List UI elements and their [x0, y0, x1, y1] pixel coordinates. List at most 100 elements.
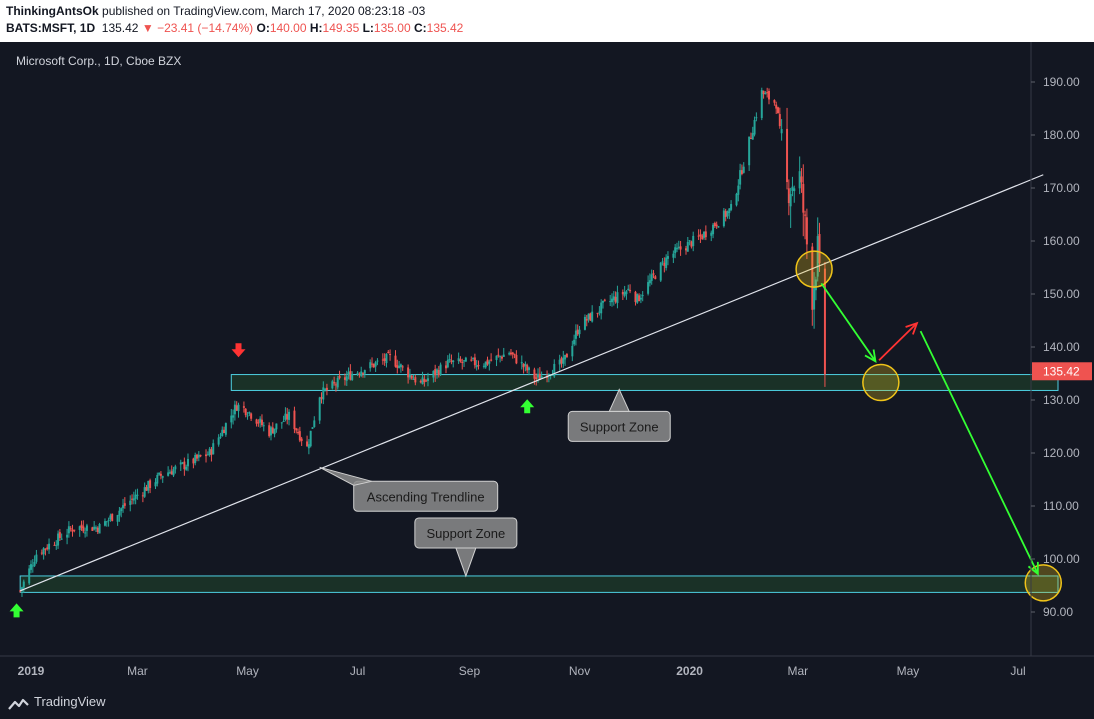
- candle-body: [111, 513, 114, 521]
- candle: [156, 472, 159, 487]
- price-axis[interactable]: 190.00 180.00 170.00 160.00 150.00 140.00 130.…: [1030, 42, 1092, 656]
- tradingview-brand[interactable]: TradingView: [34, 694, 106, 709]
- candle: [298, 426, 301, 443]
- candle-body: [381, 359, 384, 361]
- candle: [802, 164, 805, 237]
- candle-body: [522, 363, 525, 368]
- candle: [91, 526, 94, 531]
- author-name[interactable]: ThinkingAntsOk: [6, 4, 99, 18]
- candle: [129, 495, 132, 512]
- candle-body: [596, 312, 599, 314]
- candle-body: [309, 430, 312, 447]
- candle: [627, 284, 630, 291]
- candle: [486, 356, 489, 366]
- candle: [650, 269, 653, 285]
- candle-body: [389, 354, 392, 356]
- candle: [497, 348, 500, 358]
- candle-body: [459, 359, 462, 362]
- candle: [699, 229, 702, 243]
- candle: [333, 376, 336, 386]
- projection-arrow-3-shaft: [919, 330, 1039, 575]
- candle: [710, 230, 713, 242]
- candle: [311, 427, 314, 429]
- candle-body: [358, 374, 361, 376]
- candle-body: [802, 183, 805, 213]
- candle-body: [717, 226, 720, 228]
- candle-body: [558, 359, 561, 365]
- candle-body: [383, 358, 386, 362]
- candle-body: [724, 210, 727, 217]
- candle-body: [445, 365, 448, 369]
- candle-body: [748, 136, 751, 166]
- candle: [259, 416, 262, 428]
- candle: [611, 293, 614, 307]
- candle: [232, 409, 235, 425]
- candle: [372, 363, 375, 369]
- candle-body: [338, 375, 341, 379]
- candle: [775, 101, 778, 114]
- candle: [313, 416, 316, 428]
- candle: [336, 375, 339, 390]
- candle: [80, 520, 83, 531]
- candle: [701, 233, 704, 240]
- candle-body: [636, 294, 639, 303]
- candle-body: [647, 282, 650, 294]
- candle: [508, 351, 511, 356]
- candle: [457, 352, 460, 364]
- publish-info: published on TradingView.com, March 17, …: [102, 4, 426, 18]
- candle-body: [369, 362, 372, 369]
- last-price-box: [1032, 362, 1092, 381]
- candle: [452, 359, 455, 368]
- candle-body: [194, 454, 197, 463]
- price-chart[interactable]: Support Zone Ascending Trendline Support Z…: [0, 42, 1094, 687]
- candle: [318, 396, 321, 424]
- candle: [349, 364, 352, 381]
- candle-body: [766, 92, 769, 94]
- candle-body: [284, 413, 287, 420]
- candle-body: [426, 378, 429, 381]
- candle-body: [306, 441, 309, 447]
- candle: [307, 439, 310, 455]
- candle: [629, 284, 632, 294]
- candle-body: [477, 365, 480, 367]
- candle-body: [578, 329, 581, 335]
- candle-body: [44, 548, 47, 550]
- candle: [490, 353, 493, 362]
- candle-body: [753, 119, 756, 135]
- candle: [167, 466, 170, 477]
- candle: [219, 432, 222, 439]
- candle-body: [345, 376, 348, 381]
- time-axis[interactable]: 2019 Mar May Jul Sep Nov 2020 Mar May Jul: [0, 655, 1094, 678]
- candle: [641, 291, 644, 302]
- candle-body: [318, 397, 321, 421]
- symbol-line: BATS:MSFT, 1D 135.42 ▼ −23.41 (−14.74%) …: [6, 21, 463, 35]
- candle-body: [221, 429, 224, 437]
- candle-body: [553, 363, 556, 377]
- callout-label: Ascending Trendline: [367, 489, 485, 504]
- candle-body: [627, 288, 630, 291]
- candle-body: [710, 232, 713, 236]
- candle-body: [457, 358, 460, 362]
- projection-arrow-1-head: [864, 349, 877, 364]
- candle: [777, 106, 780, 114]
- candle: [789, 187, 792, 228]
- candle-body: [434, 369, 437, 376]
- candle: [217, 434, 220, 447]
- candle: [793, 185, 796, 203]
- candle: [181, 461, 184, 465]
- candle: [425, 379, 428, 382]
- chart-area[interactable]: Support Zone Ascending Trendline Support Z…: [0, 42, 1094, 687]
- candle: [111, 513, 114, 522]
- candle-body: [118, 510, 121, 516]
- tradingview-logo-icon[interactable]: [8, 695, 30, 713]
- candle-body: [452, 360, 455, 363]
- callout-2: Ascending Trendline: [319, 466, 499, 512]
- down-arrow-icon: [231, 343, 246, 358]
- candle-body: [255, 419, 258, 424]
- candle: [158, 472, 161, 476]
- candle: [764, 91, 767, 95]
- candle-body: [208, 448, 211, 456]
- candle: [154, 478, 157, 490]
- candle: [248, 411, 251, 417]
- candle: [665, 254, 668, 271]
